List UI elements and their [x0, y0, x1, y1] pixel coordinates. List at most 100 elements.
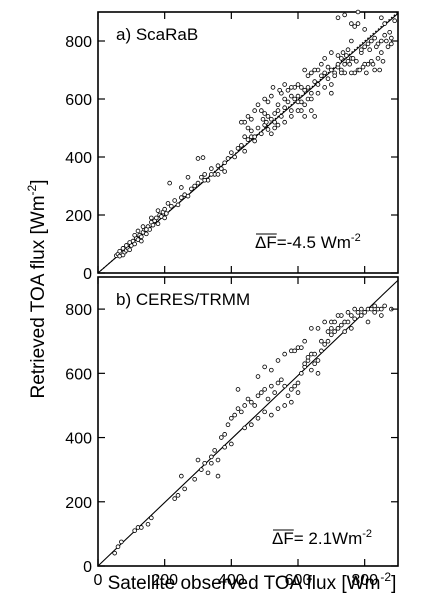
panel-a-point [325, 76, 331, 81]
panel-a-point [265, 127, 271, 132]
panel-b-point [279, 377, 284, 383]
panel-a-point [162, 215, 167, 221]
panel-a-point [380, 58, 386, 64]
panel-b-point [229, 441, 234, 447]
panel-a-point [155, 221, 161, 227]
panel-b-point [222, 444, 227, 450]
panel-a-point [315, 82, 321, 87]
panel-b-point [262, 364, 267, 370]
panel-b-point [272, 390, 277, 395]
panel-b-point [242, 403, 247, 408]
panel-a-point [345, 47, 351, 52]
panel-a-mean-unit-exponent: -2 [351, 232, 361, 244]
panel-b-point [292, 348, 297, 354]
panel-a-point [369, 38, 374, 44]
panel-a-frame [97, 11, 399, 274]
panel-b-point [322, 319, 327, 325]
panel-a-point [139, 238, 144, 244]
panel-a-label: a) ScaRaB [116, 25, 198, 44]
panel-a-point [242, 134, 247, 140]
panel-a-point [342, 61, 347, 67]
panel-b-point [275, 406, 281, 411]
panel-a-point [222, 169, 227, 174]
panel-a-point [329, 82, 334, 87]
panel-a-point [249, 128, 254, 134]
panel-b-point [319, 348, 324, 354]
panel-b-point [325, 329, 331, 334]
panel-a-scarab: 0 200 400 600 800 a) ScaRaB ΔF=-4.5 Wm-2 [65, 9, 399, 283]
panel-b-point [222, 432, 227, 437]
panel-a-point [117, 248, 122, 254]
y-axis-title: Retrieved TOA flux [Wm-2] [25, 179, 49, 398]
panel-a-point [392, 18, 397, 24]
panel-a-point [379, 15, 384, 21]
panel-a-point [149, 215, 154, 221]
panel-a-point [255, 125, 261, 131]
panel-a-point [372, 35, 377, 41]
panel-b-point [362, 310, 367, 315]
panel-a-point [302, 102, 307, 108]
panel-a-point [185, 175, 191, 180]
panel-b-point [269, 383, 274, 389]
panel-b-point [255, 374, 261, 379]
panel-a-point [352, 24, 357, 29]
panel-b-point [315, 358, 321, 363]
panel-a-point [285, 99, 291, 105]
x-axis-title-exponent: -2 [380, 570, 391, 584]
panel-b-point [219, 435, 224, 440]
panel-a-y-tick-label: 0 [83, 266, 92, 283]
panel-a-point [332, 73, 337, 79]
panel-a-point [199, 175, 204, 180]
panel-a-point [179, 195, 184, 200]
panel-a-point [215, 172, 221, 177]
panel-a-point [302, 88, 307, 93]
panel-a-point [245, 125, 251, 131]
panel-a-point [140, 224, 146, 229]
panel-a-point [322, 70, 327, 76]
panel-b-point [342, 329, 347, 334]
panel-a-point [132, 241, 137, 247]
panel-a-point [309, 96, 314, 102]
x-axis-title: Satellite observed TOA flux [Wm-2] [108, 570, 397, 594]
panel-a-point [172, 198, 177, 203]
panel-a-point [239, 143, 244, 148]
panel-b-point [369, 306, 374, 312]
panel-b-point [262, 387, 267, 392]
panel-b-point [182, 486, 187, 492]
panel-b-mean-symbol: ΔF [272, 529, 294, 548]
panel-b-point [359, 313, 364, 318]
panel-a-point [127, 247, 132, 253]
panel-a-point [219, 166, 224, 171]
panel-a-point [262, 96, 267, 102]
panel-a-point [329, 90, 334, 96]
panel-a-point [315, 90, 321, 96]
panel-b-point [249, 399, 254, 405]
panel-a-point [289, 85, 294, 90]
panel-a-point [360, 64, 366, 70]
panel-b-points [112, 303, 394, 556]
panel-b-ceres-trmm: 0 200 400 600 800 0 200 400 600 800 b) CERES/TRMM… [65, 276, 399, 589]
panel-a-point [362, 27, 367, 32]
panel-a-point [339, 56, 344, 61]
panel-a-point [379, 50, 384, 55]
panel-b-x-tick-label: 800 [351, 572, 378, 589]
panel-a-point [275, 102, 281, 108]
panel-a-mean-value: =-4.5 Wm [277, 233, 351, 252]
panel-b-point [289, 387, 294, 392]
panel-b-point [335, 326, 341, 331]
panel-a-point [215, 163, 221, 169]
panel-a-point [265, 114, 271, 119]
panel-a-mean-symbol: ΔF [255, 233, 277, 252]
panel-b-x-tick-label: 200 [151, 572, 178, 589]
panel-b-y-tick-label: 0 [83, 559, 92, 576]
panel-b-point [172, 496, 177, 501]
panel-a-point [350, 56, 356, 61]
panel-b-point [315, 326, 321, 331]
panel-b-point [329, 332, 334, 338]
panel-b-point [332, 319, 337, 325]
panel-a-point [252, 108, 257, 113]
panel-b-point [372, 310, 377, 315]
panel-a-point [225, 156, 231, 161]
panel-a-point [377, 67, 382, 73]
panel-a-point [269, 131, 274, 137]
